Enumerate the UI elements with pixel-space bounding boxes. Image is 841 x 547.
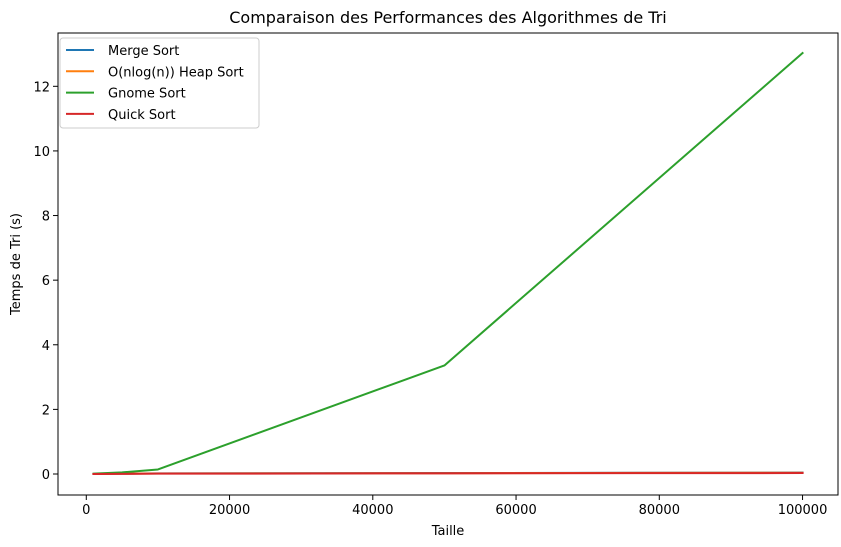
x-tick-label: 60000	[495, 503, 536, 518]
x-axis: 0 20000 40000 60000 80000 100000	[82, 495, 827, 518]
plot-lines	[92, 51, 804, 475]
y-tick-label: 4	[42, 339, 50, 354]
y-axis: 0 2 4 6 8 10 12	[33, 80, 58, 483]
y-tick-label: 2	[42, 403, 50, 418]
series-line-2	[92, 51, 804, 475]
plot-frame	[57, 32, 839, 496]
x-axis-label: Taille	[431, 524, 465, 539]
x-tick-label: 0	[82, 503, 90, 518]
y-axis-label: Temps de Tri (s)	[9, 213, 24, 316]
legend-label-1: O(nlog(n)) Heap Sort	[108, 65, 244, 80]
legend-label-2: Gnome Sort	[108, 87, 186, 102]
y-tick-label: 12	[33, 80, 50, 95]
legend-label-0: Merge Sort	[108, 44, 179, 59]
y-tick-label: 0	[42, 468, 50, 483]
chart-title: Comparaison des Performances des Algorit…	[229, 8, 667, 27]
legend-label-3: Quick Sort	[108, 108, 176, 123]
y-tick-label: 8	[42, 210, 50, 225]
x-tick-label: 80000	[639, 503, 680, 518]
legend: Merge Sort O(nlog(n)) Heap Sort Gnome Sort…	[59, 37, 260, 129]
y-tick-label: 6	[42, 274, 50, 289]
series-line-3	[92, 472, 804, 475]
x-tick-label: 20000	[209, 503, 250, 518]
x-tick-label: 40000	[352, 503, 393, 518]
y-tick-label: 10	[33, 145, 50, 160]
x-tick-label: 100000	[778, 503, 828, 518]
legend-box	[59, 37, 260, 129]
